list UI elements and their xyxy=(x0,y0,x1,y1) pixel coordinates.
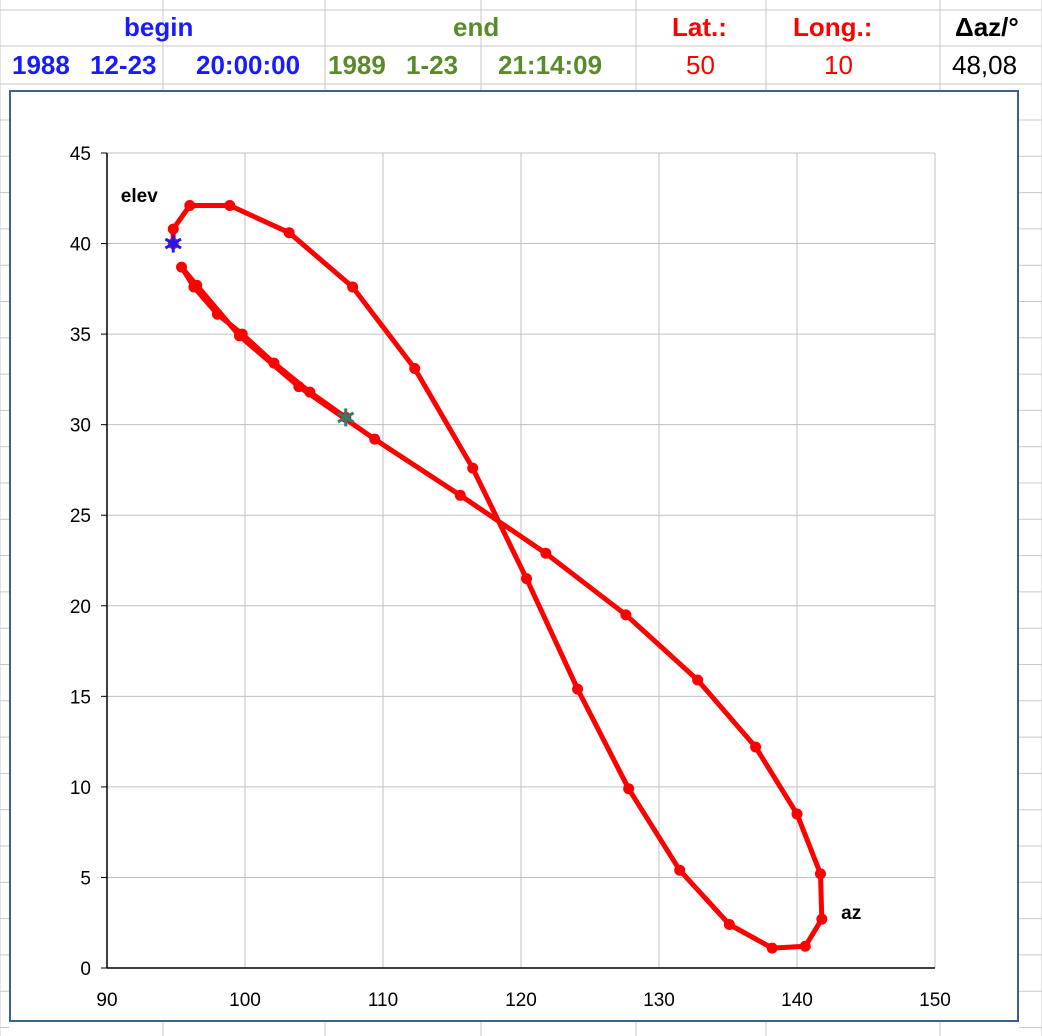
start-star-marker xyxy=(164,234,182,253)
begin-label: begin xyxy=(124,12,194,42)
data-point xyxy=(816,913,828,925)
end-time-cell[interactable]: 21:14:09 xyxy=(498,50,603,80)
y-tick-label: 30 xyxy=(70,416,91,437)
y-tick-label: 25 xyxy=(70,506,91,527)
begin-time-cell[interactable]: 20:00:00 xyxy=(196,50,301,80)
y-tick-label: 45 xyxy=(70,144,91,165)
end-star-marker xyxy=(337,408,355,427)
data-point xyxy=(188,281,200,293)
delta-az-label: Δaz/° xyxy=(955,12,1019,42)
lat-label: Lat.: xyxy=(672,12,727,42)
data-point xyxy=(572,683,584,695)
data-point xyxy=(620,609,632,621)
data-point xyxy=(799,940,811,952)
data-point xyxy=(268,357,280,369)
data-point xyxy=(167,223,179,235)
data-point xyxy=(750,741,762,753)
end-year-cell[interactable]: 1989 xyxy=(328,50,386,80)
y-tick-label: 40 xyxy=(70,235,91,256)
data-point xyxy=(409,363,421,375)
series-line xyxy=(170,203,825,951)
y-tick-label: 10 xyxy=(70,778,91,799)
data-point xyxy=(674,864,686,876)
data-point xyxy=(304,386,316,398)
data-point xyxy=(369,433,381,445)
x-tick-label: 100 xyxy=(229,990,261,1011)
y-tick-label: 5 xyxy=(80,868,91,889)
data-point xyxy=(814,868,826,880)
end-date-cell[interactable]: 1-23 xyxy=(406,50,459,80)
x-tick-label: 120 xyxy=(505,990,537,1011)
x-tick-label: 110 xyxy=(368,990,398,1011)
data-point xyxy=(692,674,704,686)
long-cell[interactable]: 10 xyxy=(824,50,853,80)
y-tick-label: 0 xyxy=(80,959,91,980)
data-point xyxy=(293,381,305,393)
elev-annotation: elev xyxy=(121,186,158,207)
y-tick-label: 35 xyxy=(70,325,91,346)
data-point xyxy=(184,200,196,212)
data-point xyxy=(723,919,735,931)
data-point xyxy=(467,462,479,474)
az-annotation: az xyxy=(841,903,861,924)
analemma-chart: 90 100 110 120 130 140 150 0 5 10 15 20 25 30 35 40 45 el… xyxy=(70,144,951,1011)
data-point xyxy=(521,573,533,585)
x-tick-label: 90 xyxy=(96,990,117,1011)
data-point xyxy=(791,808,803,820)
data-point xyxy=(211,308,223,320)
lat-cell[interactable]: 50 xyxy=(686,50,715,80)
data-point xyxy=(766,942,778,954)
long-label: Long.: xyxy=(793,12,873,42)
y-tick-label: 15 xyxy=(70,687,91,708)
y-tick-label: 20 xyxy=(70,597,91,618)
data-point xyxy=(236,328,248,340)
data-point xyxy=(454,489,466,501)
x-tick-label: 130 xyxy=(643,990,675,1011)
begin-year-cell[interactable]: 1988 xyxy=(12,50,70,80)
data-point xyxy=(623,783,635,795)
delta-az-cell[interactable]: 48,08 xyxy=(952,50,1018,80)
chart-frame[interactable]: 90 100 110 120 130 140 150 0 5 10 15 20 25 30 35 40 45 el… xyxy=(9,90,1019,1022)
data-point xyxy=(540,547,552,559)
begin-date-cell[interactable]: 12-23 xyxy=(90,50,157,80)
x-tick-label: 150 xyxy=(919,990,951,1011)
end-label: end xyxy=(453,12,500,42)
data-point xyxy=(283,227,295,239)
x-tick-label: 140 xyxy=(781,990,813,1011)
data-point xyxy=(347,281,359,293)
data-point xyxy=(176,261,188,273)
data-point xyxy=(224,200,236,212)
